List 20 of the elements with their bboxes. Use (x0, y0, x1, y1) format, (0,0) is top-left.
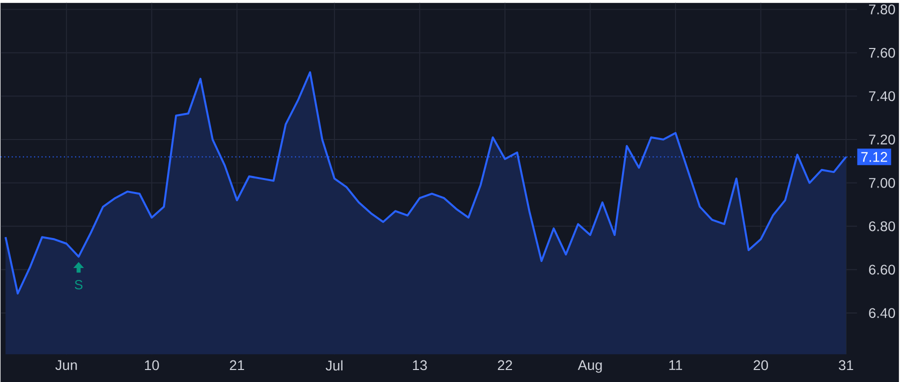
x-tick-label: 20 (754, 360, 768, 370)
annotation: S (74, 280, 82, 290)
y-tick-label: 6.40 (869, 308, 896, 318)
y-tick-label: 7.80 (869, 4, 896, 14)
y-tick-label: 7.20 (869, 134, 896, 144)
y-tick-label: 6.80 (869, 221, 896, 232)
x-tick-label: Jun (55, 360, 77, 370)
x-tick-label: 22 (498, 360, 512, 370)
y-tick-label: 6.60 (869, 264, 896, 275)
x-tick-label: Jul (326, 360, 342, 370)
y-tick-label: 7.60 (869, 48, 896, 58)
x-tick-label: Aug (578, 360, 602, 373)
x-tick-label: 11 (669, 360, 682, 370)
x-tick-label: 10 (145, 360, 159, 370)
x-tick-label: 21 (230, 360, 244, 370)
y-tick-label: 7.40 (869, 91, 896, 101)
y-tick-label: 7.00 (869, 178, 896, 188)
x-tick-label: 13 (412, 360, 427, 370)
x-tick-label: 31 (838, 360, 854, 370)
ref-line-label: 7.12 (861, 152, 888, 162)
